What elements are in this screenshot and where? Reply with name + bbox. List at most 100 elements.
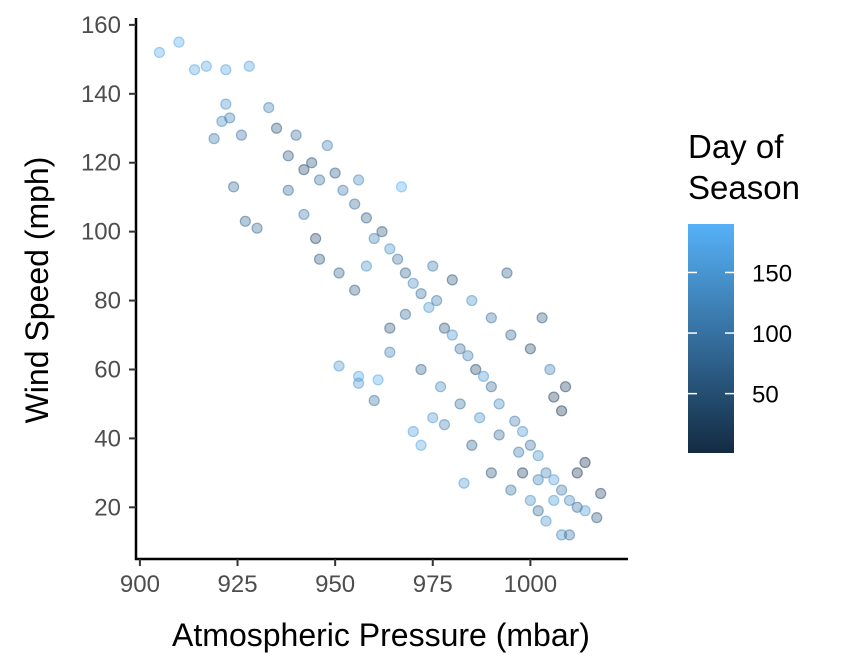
data-point: [548, 474, 560, 486]
data-point: [313, 174, 326, 186]
data-point: [446, 329, 458, 341]
data-point: [423, 301, 435, 314]
data-point: [372, 374, 384, 386]
x-tick-label: 925: [218, 571, 258, 598]
data-point: [188, 64, 201, 76]
data-point: [485, 467, 497, 479]
data-point: [524, 494, 536, 507]
data-point: [470, 363, 482, 376]
data-point: [438, 322, 451, 334]
data-point: [501, 267, 513, 279]
data-point: [595, 487, 607, 500]
data-point: [228, 181, 240, 193]
data-point: [548, 494, 560, 507]
data-point: [313, 253, 326, 265]
data-point: [384, 243, 396, 255]
data-point: [368, 394, 380, 407]
y-tick-label: 20: [94, 494, 121, 521]
color-legend: Day of Season 50 100 150: [688, 128, 800, 453]
data-point: [298, 164, 310, 176]
data-point: [395, 181, 408, 193]
data-point: [548, 391, 560, 403]
data-point: [399, 267, 412, 279]
y-tick-label: 60: [94, 356, 121, 383]
data-point: [556, 529, 568, 541]
data-point: [263, 101, 275, 114]
data-point: [427, 412, 439, 424]
data-point: [591, 512, 603, 524]
data-point: [485, 312, 497, 324]
data-point: [454, 398, 466, 410]
data-point: [466, 294, 478, 307]
data-point: [556, 405, 568, 417]
data-point: [579, 456, 591, 469]
data-point: [329, 167, 341, 179]
data-point: [173, 36, 185, 48]
legend-colorbar: [688, 224, 734, 453]
data-point: [536, 312, 548, 324]
data-point: [556, 484, 568, 496]
data-point: [571, 467, 583, 479]
y-tick-label: 80: [94, 288, 121, 315]
data-point: [524, 343, 536, 355]
data-point: [454, 343, 466, 355]
y-tick-label: 160: [81, 12, 121, 39]
legend-tick-label: 100: [752, 321, 792, 348]
x-tick-label: 975: [413, 571, 453, 598]
data-point: [505, 484, 517, 496]
legend-tick-label: 150: [752, 260, 792, 287]
data-point: [239, 215, 251, 227]
data-point: [235, 129, 248, 141]
data-point: [509, 415, 521, 427]
y-tick-label: 140: [81, 81, 121, 108]
data-point: [200, 60, 212, 72]
data-point: [208, 133, 220, 145]
data-point: [333, 267, 345, 279]
data-point: [438, 419, 451, 431]
data-point: [352, 377, 365, 389]
data-point: [392, 253, 404, 265]
y-tick-label: 120: [81, 150, 121, 177]
x-axis-ticks: 900 925 950 975 1000: [120, 559, 557, 598]
data-point: [384, 322, 396, 334]
data-point: [384, 346, 396, 358]
data-point: [516, 467, 529, 479]
data-point: [298, 208, 310, 221]
data-point: [532, 450, 544, 462]
data-point: [321, 139, 333, 152]
data-point: [407, 425, 419, 438]
data-point: [493, 429, 505, 441]
y-tick-label: 100: [81, 219, 121, 246]
data-points: [153, 36, 607, 541]
data-point: [415, 439, 427, 451]
data-point: [251, 222, 263, 234]
data-point: [290, 129, 302, 141]
data-point: [563, 494, 576, 507]
y-tick-label: 40: [94, 425, 121, 452]
data-point: [352, 174, 365, 186]
data-point: [368, 232, 380, 245]
data-point: [540, 467, 552, 479]
x-tick-label: 1000: [504, 571, 557, 598]
data-point: [333, 360, 345, 372]
data-point: [220, 98, 232, 110]
data-point: [434, 381, 447, 393]
data-point: [360, 260, 372, 272]
data-point: [458, 477, 470, 489]
x-axis-title: Atmospheric Pressure (mbar): [172, 617, 590, 653]
data-point: [337, 184, 349, 196]
data-point: [493, 398, 505, 410]
y-axis-title: Wind Speed (mph): [19, 157, 55, 424]
data-point: [270, 122, 283, 134]
legend-tick-label: 50: [752, 382, 779, 409]
data-point: [349, 198, 361, 210]
data-point: [399, 308, 412, 320]
data-point: [477, 370, 490, 382]
data-point: [415, 288, 427, 300]
data-point: [474, 412, 486, 424]
legend-ticks: 50 100 150: [688, 260, 792, 409]
data-point: [282, 150, 294, 162]
data-point: [224, 112, 236, 124]
data-point: [282, 184, 294, 196]
